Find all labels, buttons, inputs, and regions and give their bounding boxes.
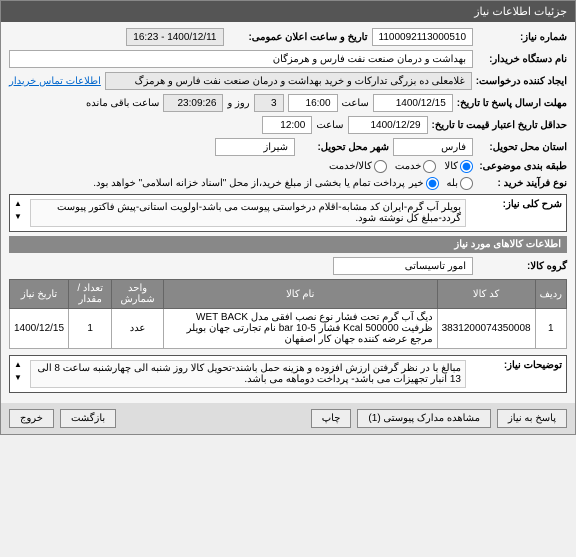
need-number-value: 1100092113000510 — [372, 28, 474, 46]
group-label: گروه کالا: — [477, 261, 567, 272]
creator-value: غلامعلی ده بزرگی تدارکات و خرید بهداشت و… — [105, 72, 472, 90]
deadline-time-label: ساعت — [342, 98, 369, 109]
province-label: استان محل تحویل: — [477, 142, 567, 153]
buy-no-label: خیر — [409, 178, 424, 189]
min-valid-label: حداقل تاریخ اعتبار قیمت تا تاریخ: — [432, 120, 567, 131]
deadline-time: 16:00 — [288, 94, 338, 112]
extra-caret-up-icon[interactable]: ▲ — [14, 360, 22, 369]
buy-type-label: نوع فرآیند خرید : — [477, 178, 567, 189]
cat-goods-option[interactable]: کالا — [444, 160, 473, 173]
min-valid-date: 1400/12/29 — [348, 116, 428, 134]
remain-time: 23:09:26 — [163, 94, 223, 112]
main-desc-label: شرح کلی نیاز: — [472, 199, 562, 210]
reply-button[interactable]: پاسخ به نیاز — [497, 409, 567, 428]
th-code: کد کالا — [437, 280, 535, 309]
buy-type-text: پرداخت تمام یا بخشی از مبلغ خرید،از محل … — [93, 178, 405, 189]
deadline-date: 1400/12/15 — [373, 94, 453, 112]
remain-label: ساعت باقی مانده — [86, 98, 159, 109]
min-valid-time: 12:00 — [262, 116, 312, 134]
device-value: بهداشت و درمان صنعت نفت فارس و هرمزگان — [9, 50, 473, 68]
td-code: 3831200074350008 — [437, 309, 535, 349]
td-unit: عدد — [112, 309, 164, 349]
city-value: شیراز — [215, 138, 295, 156]
footer-bar: پاسخ به نیاز مشاهده مدارک پیوستی (1) چاپ… — [1, 403, 575, 434]
details-window: جزئیات اطلاعات نیاز شماره نیاز: 11000921… — [0, 0, 576, 435]
cat-service-radio[interactable] — [423, 160, 436, 173]
td-qty: 1 — [69, 309, 112, 349]
th-qty: تعداد / مقدار — [69, 280, 112, 309]
creator-label: ایجاد کننده درخواست: — [476, 76, 567, 87]
th-idx: ردیف — [535, 280, 566, 309]
content-area: شماره نیاز: 1100092113000510 تاریخ و ساع… — [1, 22, 575, 403]
window-title: جزئیات اطلاعات نیاز — [474, 6, 567, 18]
items-table: ردیف کد کالا نام کالا واحد شمارش تعداد /… — [9, 279, 567, 349]
contact-link[interactable]: اطلاعات تماس خریدار — [9, 76, 101, 87]
extra-desc-text: مبالغ با در نظر گرفتن ارزش افزوده و هزین… — [30, 360, 466, 388]
remain-days: 3 — [254, 94, 284, 112]
desc-scroll: ▲ ▼ — [14, 199, 24, 221]
buy-yes-radio[interactable] — [460, 177, 473, 190]
device-label: نام دستگاه خریدار: — [477, 54, 567, 65]
category-label: طبقه بندی موضوعی: — [477, 161, 567, 172]
cat-goods-service-radio[interactable] — [374, 160, 387, 173]
attach-button[interactable]: مشاهده مدارک پیوستی (1) — [357, 409, 491, 428]
cat-service-option[interactable]: خدمت — [395, 160, 437, 173]
group-value: امور تاسیساتی — [333, 257, 473, 275]
th-date: تاریخ نیاز — [10, 280, 69, 309]
td-name: دیگ آب گرم تحت فشار نوع نصب افقی مدل WET… — [163, 309, 437, 349]
need-number-label: شماره نیاز: — [477, 32, 567, 43]
buy-yes-option[interactable]: بله — [447, 177, 473, 190]
cat-goods-service-label: کالا/خدمت — [329, 161, 372, 172]
main-desc-text: بویلر آب گرم-ایران کد مشابه-اقلام درخواس… — [30, 199, 466, 227]
announce-label: تاریخ و ساعت اعلان عمومی: — [228, 32, 368, 43]
cat-goods-service-option[interactable]: کالا/خدمت — [329, 160, 387, 173]
th-name: نام کالا — [163, 280, 437, 309]
caret-up-icon[interactable]: ▲ — [14, 199, 22, 208]
extra-desc-label: توضیحات نیاز: — [472, 360, 562, 371]
cat-service-label: خدمت — [395, 161, 422, 172]
footer-spacer — [122, 409, 305, 428]
exit-button[interactable]: خروج — [9, 409, 54, 428]
category-radio-group: کالا خدمت کالا/خدمت — [329, 160, 473, 173]
min-valid-time-label: ساعت — [316, 120, 343, 131]
back-button[interactable]: بازگشت — [60, 409, 116, 428]
cat-goods-label: کالا — [444, 161, 458, 172]
th-unit: واحد شمارش — [112, 280, 164, 309]
remain-days-label: روز و — [227, 98, 249, 109]
td-date: 1400/12/15 — [10, 309, 69, 349]
caret-down-icon[interactable]: ▼ — [14, 212, 22, 221]
extra-desc-box: توضیحات نیاز: مبالغ با در نظر گرفتن ارزش… — [9, 355, 567, 393]
print-button[interactable]: چاپ — [311, 409, 352, 428]
province-value: فارس — [393, 138, 473, 156]
buy-no-radio[interactable] — [426, 177, 439, 190]
window-header: جزئیات اطلاعات نیاز — [1, 1, 575, 22]
buy-no-option[interactable]: خیر — [409, 177, 439, 190]
extra-scroll: ▲ ▼ — [14, 360, 24, 382]
extra-caret-down-icon[interactable]: ▼ — [14, 373, 22, 382]
announce-value: 1400/12/11 - 16:23 — [126, 28, 223, 46]
main-desc-box: شرح کلی نیاز: بویلر آب گرم-ایران کد مشاب… — [9, 194, 567, 232]
table-row: 1 3831200074350008 دیگ آب گرم تحت فشار ن… — [10, 309, 567, 349]
deadline-label: مهلت ارسال پاسخ تا تاریخ: — [457, 98, 567, 109]
table-header-row: ردیف کد کالا نام کالا واحد شمارش تعداد /… — [10, 280, 567, 309]
buy-yes-label: بله — [447, 178, 458, 189]
cat-goods-radio[interactable] — [460, 160, 473, 173]
items-header: اطلاعات کالاهای مورد نیاز — [9, 236, 567, 253]
city-label: شهر محل تحویل: — [299, 142, 389, 153]
buy-type-radio-group: بله خیر — [409, 177, 473, 190]
td-idx: 1 — [535, 309, 566, 349]
